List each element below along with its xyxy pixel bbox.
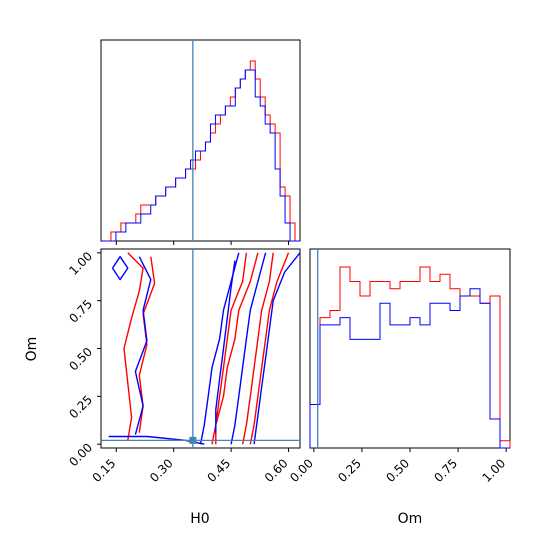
h0-tick-label: 0.60 [262, 456, 291, 485]
om-hist-blue [309, 288, 510, 449]
om-marginal-panel: 0.00 0.25 0.50 0.75 1.00 [287, 248, 511, 485]
contour-red-outer-1 [138, 256, 156, 433]
truth-marker [189, 436, 197, 444]
om-x-tick-label: 1.00 [479, 456, 508, 485]
contour-blue-outer-3 [199, 252, 240, 445]
contour-blue-outer-2 [134, 256, 152, 435]
om-x-tick-label: 0.25 [335, 456, 364, 485]
om-tick-label: 0.75 [66, 297, 95, 326]
contour-red-outer-2 [211, 252, 259, 445]
om-tick-label: 1.00 [66, 249, 95, 278]
h0-om-contour-panel: 0.15 0.30 0.45 0.60 0.00 0.25 0.50 0.75 1.00 [66, 248, 301, 485]
om-x-tick-label: 0.00 [287, 456, 316, 485]
contour-red-outer-0 [123, 252, 144, 441]
contour-blue-outer-1 [111, 256, 129, 281]
contour-set [108, 252, 300, 445]
y-axis-title-om: Om [24, 337, 40, 362]
h0-marginal-frame [100, 39, 301, 242]
h0-marginal-panel [100, 39, 301, 245]
h0-hist-blue [101, 69, 300, 242]
contour-blue-inner-1 [230, 252, 267, 445]
contour-blue-inner-0 [215, 260, 236, 433]
om-x-tick-label: 0.75 [431, 456, 460, 485]
x-axis-title-h0: H0 [190, 511, 209, 527]
om-x-tick-label: 0.50 [383, 456, 412, 485]
h0-tick-label: 0.45 [204, 456, 233, 485]
contour-blue-outer-4 [253, 252, 300, 445]
om-tick-label: 0.50 [66, 345, 95, 374]
om-marginal-ticks: 0.00 0.25 0.50 0.75 1.00 [287, 448, 508, 485]
x-axis-title-om: Om [398, 511, 423, 527]
om-histograms [309, 249, 511, 449]
contour-red-inner-1 [241, 252, 274, 445]
om-tick-label: 0.25 [66, 393, 95, 422]
om-tick-label: 0.00 [66, 440, 95, 469]
h0-marginal-ticks [115, 241, 290, 245]
contour-red-outer-3 [249, 252, 290, 445]
contour-lines [101, 249, 300, 448]
h0-tick-label: 0.15 [90, 456, 119, 485]
h0-tick-label: 0.30 [147, 456, 176, 485]
h0-hist-red [101, 60, 300, 242]
h0-histograms [101, 40, 300, 242]
